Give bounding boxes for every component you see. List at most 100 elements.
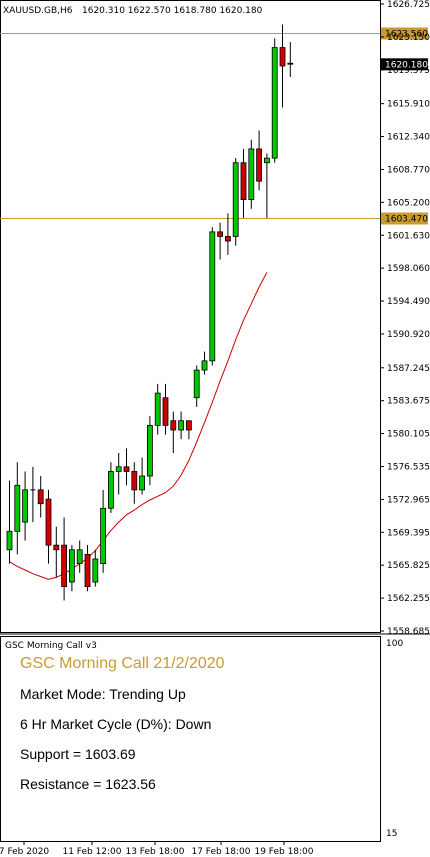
resistance-text: Resistance = 1623.56: [20, 776, 156, 792]
level-price-box: [381, 212, 428, 225]
price-tick-label: 1565.825: [387, 561, 430, 571]
indicator-heading: GSC Morning Call 21/2/2020: [20, 655, 225, 672]
candle[interactable]: [287, 42, 294, 78]
candle-body: [170, 420, 177, 431]
current-price-label: 1620.180: [385, 60, 428, 70]
support-text: Support = 1603.69: [20, 746, 136, 762]
price-tick-label: 1626.725: [387, 0, 430, 10]
candle[interactable]: [178, 411, 185, 440]
candle-body: [154, 392, 161, 426]
candle-body: [240, 162, 247, 200]
candle-body: [185, 420, 192, 431]
candle[interactable]: [248, 139, 255, 209]
candle[interactable]: [69, 545, 75, 592]
time-tick-label: 13 Feb 18:00: [125, 847, 184, 857]
candle-body: [100, 507, 106, 564]
candle-body: [69, 549, 75, 583]
price-tick-label: 1598.060: [387, 264, 430, 274]
candle-body: [37, 489, 44, 505]
candle[interactable]: [146, 416, 153, 486]
candle-body: [6, 530, 13, 551]
price-tick-label: 1590.920: [387, 330, 430, 340]
candle-body: [217, 231, 224, 237]
candle-body: [287, 62, 294, 65]
price-tick-label: 1612.340: [387, 133, 430, 143]
candle[interactable]: [263, 153, 270, 219]
candle-body: [224, 236, 231, 242]
candle[interactable]: [92, 549, 99, 587]
candle-body: [123, 466, 130, 472]
candle-body: [201, 360, 208, 371]
candle[interactable]: [45, 489, 52, 564]
price-tick-label: 1576.535: [387, 463, 430, 473]
indicator-scale-bottom: 15: [386, 829, 397, 839]
candle[interactable]: [217, 222, 224, 260]
candle-body: [256, 148, 263, 182]
candle[interactable]: [139, 457, 146, 495]
candle[interactable]: [37, 476, 44, 518]
level-price-label: 1603.470: [385, 215, 428, 225]
candle[interactable]: [6, 480, 13, 564]
candle-body: [131, 471, 138, 491]
time-tick-label: 17 Feb 18:00: [191, 847, 250, 857]
chart-header-ohlc: 1620.310 1622.570 1618.780 1620.180: [82, 6, 263, 16]
price-tick-label: 1580.105: [387, 430, 430, 440]
candle[interactable]: [271, 38, 278, 163]
candle-body: [178, 420, 185, 431]
market-mode-text: Market Mode: Trending Up: [20, 686, 186, 702]
price-tick-label: 1583.675: [387, 397, 430, 407]
candle-body: [45, 498, 52, 546]
candle-body: [61, 544, 67, 588]
candle[interactable]: [131, 462, 138, 504]
candle[interactable]: [193, 365, 200, 407]
candle-body: [248, 148, 255, 200]
price-tick-label: 1615.910: [387, 100, 430, 110]
price-tick-label: 1619.575: [387, 66, 430, 76]
candle[interactable]: [170, 411, 177, 454]
candle-body: [92, 558, 99, 583]
candle[interactable]: [76, 540, 83, 573]
candle[interactable]: [240, 148, 247, 219]
candle-body: [271, 47, 278, 159]
price-tick-label: 1605.200: [387, 198, 430, 208]
candle-body: [263, 157, 270, 164]
candle-body: [115, 466, 122, 472]
candle-body: [146, 424, 153, 477]
candle[interactable]: [53, 526, 60, 578]
candle-body: [209, 231, 216, 362]
candle[interactable]: [185, 420, 192, 440]
candle[interactable]: [123, 448, 130, 486]
candle[interactable]: [224, 213, 231, 255]
time-tick-label: 7 Feb 2020: [0, 847, 49, 857]
candle[interactable]: [256, 130, 263, 191]
price-tick-label: 1594.490: [387, 297, 430, 307]
candle[interactable]: [279, 24, 286, 108]
current-price-box: [381, 58, 428, 71]
price-tick-label: 1562.255: [387, 594, 430, 604]
moving-average-line: [9, 272, 268, 580]
chart-header-symbol: XAUUSD.GB,H6: [3, 6, 73, 16]
candle[interactable]: [108, 462, 114, 513]
level-price-box: [381, 27, 428, 40]
indicator-frame: [0, 636, 381, 842]
candle[interactable]: [84, 545, 91, 592]
candle-body: [279, 47, 286, 67]
indicator-scale-top: 100: [386, 639, 403, 649]
candle[interactable]: [232, 158, 239, 246]
candle-body: [232, 162, 239, 237]
candle-body: [76, 549, 83, 564]
candle[interactable]: [154, 383, 161, 435]
candle[interactable]: [30, 466, 36, 523]
candle-body: [193, 369, 200, 399]
candle[interactable]: [162, 383, 169, 435]
candle-body: [22, 489, 29, 523]
candle[interactable]: [100, 489, 106, 573]
candle[interactable]: [115, 453, 122, 495]
candle[interactable]: [14, 462, 21, 555]
candle[interactable]: [61, 517, 67, 601]
candle[interactable]: [22, 471, 29, 541]
candle[interactable]: [209, 227, 216, 366]
candle-body: [53, 544, 60, 551]
candle[interactable]: [201, 351, 208, 375]
